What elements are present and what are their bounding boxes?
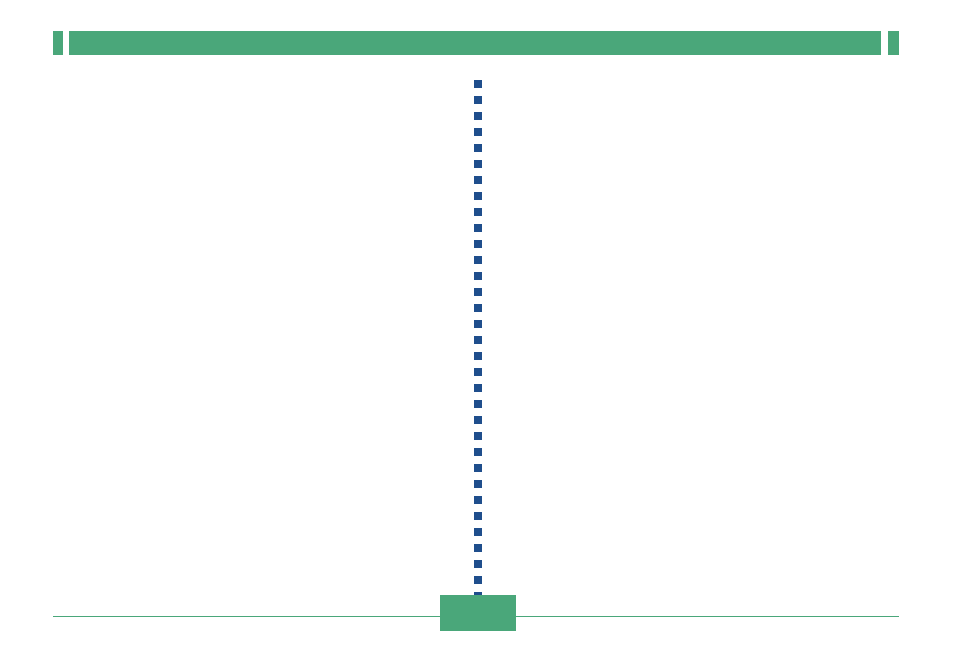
divider-dot [474, 80, 482, 88]
divider-dot [474, 464, 482, 472]
divider-dot [474, 288, 482, 296]
divider-dot [474, 416, 482, 424]
divider-dot [474, 480, 482, 488]
divider-dot [474, 544, 482, 552]
divider-dot [474, 512, 482, 520]
divider-dot [474, 528, 482, 536]
divider-dot [474, 112, 482, 120]
divider-dot [474, 176, 482, 184]
divider-dot [474, 448, 482, 456]
divider-dot [474, 368, 482, 376]
divider-dot [474, 208, 482, 216]
divider-dot [474, 320, 482, 328]
divider-dot [474, 144, 482, 152]
divider-dot [474, 128, 482, 136]
divider-dot [474, 160, 482, 168]
divider-dot [474, 400, 482, 408]
divider-dot [474, 432, 482, 440]
divider-dot [474, 496, 482, 504]
divider-dot [474, 576, 482, 584]
bottom-center-block [440, 595, 516, 631]
divider-dot [474, 352, 482, 360]
divider-dot [474, 192, 482, 200]
vertical-dotted-divider [0, 0, 954, 646]
divider-dot [474, 224, 482, 232]
divider-dot [474, 240, 482, 248]
divider-dot [474, 96, 482, 104]
divider-dot [474, 304, 482, 312]
divider-dot [474, 560, 482, 568]
divider-dot [474, 336, 482, 344]
divider-dot [474, 384, 482, 392]
divider-dot [474, 256, 482, 264]
divider-dot [474, 272, 482, 280]
